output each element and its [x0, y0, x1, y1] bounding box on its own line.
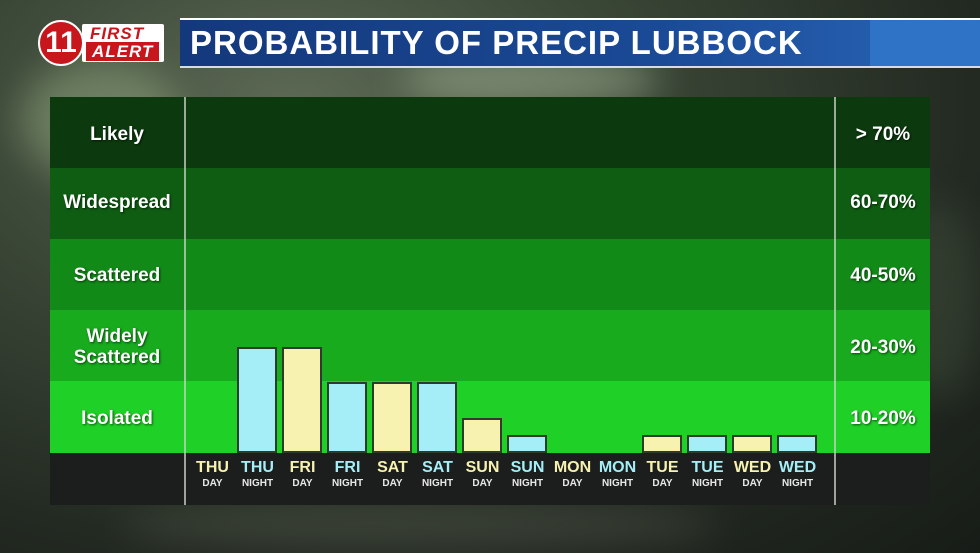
x-tick-tue-night: TUE NIGHT — [685, 459, 730, 491]
level-label-scattered: Scattered — [73, 265, 161, 286]
level-range-widespread: 60-70% — [850, 192, 916, 213]
x-tick-sun-night: SUN NIGHT — [505, 459, 550, 491]
level-range-isolated: 10-20% — [850, 408, 916, 429]
bar-wed-night — [777, 435, 817, 453]
level-label-likely: Likely — [90, 124, 144, 145]
bar-sun-night — [507, 435, 547, 453]
x-tick-day-label: SUN — [510, 459, 545, 476]
x-tick-day-label: WED — [778, 459, 817, 476]
x-tick-mon-day: MON DAY — [550, 459, 595, 491]
level-label-widely-scattered: Widely Scattered — [73, 326, 161, 368]
band-widespread — [50, 168, 930, 239]
logo-number: 11 — [38, 20, 84, 66]
x-tick-day-label: FRI — [289, 459, 316, 476]
x-tick-period-label: DAY — [652, 478, 673, 489]
x-tick-sat-day: SAT DAY — [370, 459, 415, 491]
x-tick-day-label: WED — [733, 459, 772, 476]
x-tick-fri-day: FRI DAY — [280, 459, 325, 491]
x-tick-period-label: NIGHT — [781, 478, 814, 489]
level-range-likely: > 70% — [855, 124, 911, 145]
x-axis-strip — [50, 453, 930, 505]
x-tick-period-label: DAY — [472, 478, 493, 489]
right-divider — [834, 97, 836, 505]
chart-panel: Likely Widespread Scattered Widely Scatt… — [50, 97, 930, 505]
plot-area — [186, 97, 835, 453]
bar-sun-day — [462, 417, 502, 453]
x-tick-day-label: TUE — [646, 459, 679, 476]
level-label-isolated: Isolated — [81, 408, 153, 429]
x-tick-period-label: DAY — [292, 478, 313, 489]
x-tick-period-label: DAY — [202, 478, 223, 489]
bar-thu-night — [237, 346, 277, 453]
bar-sat-day — [372, 382, 412, 453]
bar-tue-day — [642, 435, 682, 453]
bar-fri-day — [282, 346, 322, 453]
x-tick-sat-night: SAT NIGHT — [415, 459, 460, 491]
x-tick-day-label: SUN — [465, 459, 500, 476]
x-tick-period-label: DAY — [562, 478, 583, 489]
x-tick-wed-day: WED DAY — [730, 459, 775, 491]
bar-wed-day — [732, 435, 772, 453]
title-bar: PROBABILITY OF PRECIP LUBBOCK — [180, 18, 980, 68]
band-likely — [50, 97, 930, 168]
left-divider — [184, 97, 186, 505]
x-tick-period-label: NIGHT — [421, 478, 454, 489]
title-bar-accent — [870, 20, 980, 66]
x-tick-thu-day: THU DAY — [190, 459, 235, 491]
chart-title: PROBABILITY OF PRECIP LUBBOCK — [190, 24, 803, 61]
x-tick-fri-night: FRI NIGHT — [325, 459, 370, 491]
x-tick-day-label: FRI — [334, 459, 361, 476]
bar-fri-night — [327, 382, 367, 453]
logo-alert-text: ALERT — [86, 42, 160, 61]
x-tick-period-label: NIGHT — [331, 478, 364, 489]
bar-sat-night — [417, 382, 457, 453]
bar-tue-night — [687, 435, 727, 453]
x-tick-day-label: SAT — [377, 459, 408, 476]
logo-first-text: FIRST — [90, 24, 145, 43]
x-tick-period-label: DAY — [742, 478, 763, 489]
x-tick-day-label: MON — [598, 459, 637, 476]
x-tick-period-label: NIGHT — [241, 478, 274, 489]
x-tick-mon-night: MON NIGHT — [595, 459, 640, 491]
x-tick-day-label: SAT — [422, 459, 453, 476]
x-tick-sun-day: SUN DAY — [460, 459, 505, 491]
logo-wordmark: FIRST ALERT — [82, 24, 164, 62]
x-tick-period-label: NIGHT — [601, 478, 634, 489]
band-scattered — [50, 239, 930, 310]
x-tick-period-label: NIGHT — [511, 478, 544, 489]
x-tick-thu-night: THU NIGHT — [235, 459, 280, 491]
level-range-scattered: 40-50% — [850, 265, 916, 286]
x-tick-day-label: THU — [196, 459, 229, 476]
level-label-widespread: Widespread — [63, 192, 171, 213]
x-tick-period-label: NIGHT — [691, 478, 724, 489]
x-tick-day-label: THU — [241, 459, 274, 476]
x-tick-tue-day: TUE DAY — [640, 459, 685, 491]
x-tick-wed-night: WED NIGHT — [775, 459, 820, 491]
band-widely-scattered — [50, 310, 930, 381]
x-tick-day-label: TUE — [691, 459, 724, 476]
level-range-widely-scattered: 20-30% — [850, 337, 916, 358]
x-tick-period-label: DAY — [382, 478, 403, 489]
x-tick-day-label: MON — [553, 459, 592, 476]
first-alert-logo: 11 FIRST ALERT — [38, 20, 166, 66]
